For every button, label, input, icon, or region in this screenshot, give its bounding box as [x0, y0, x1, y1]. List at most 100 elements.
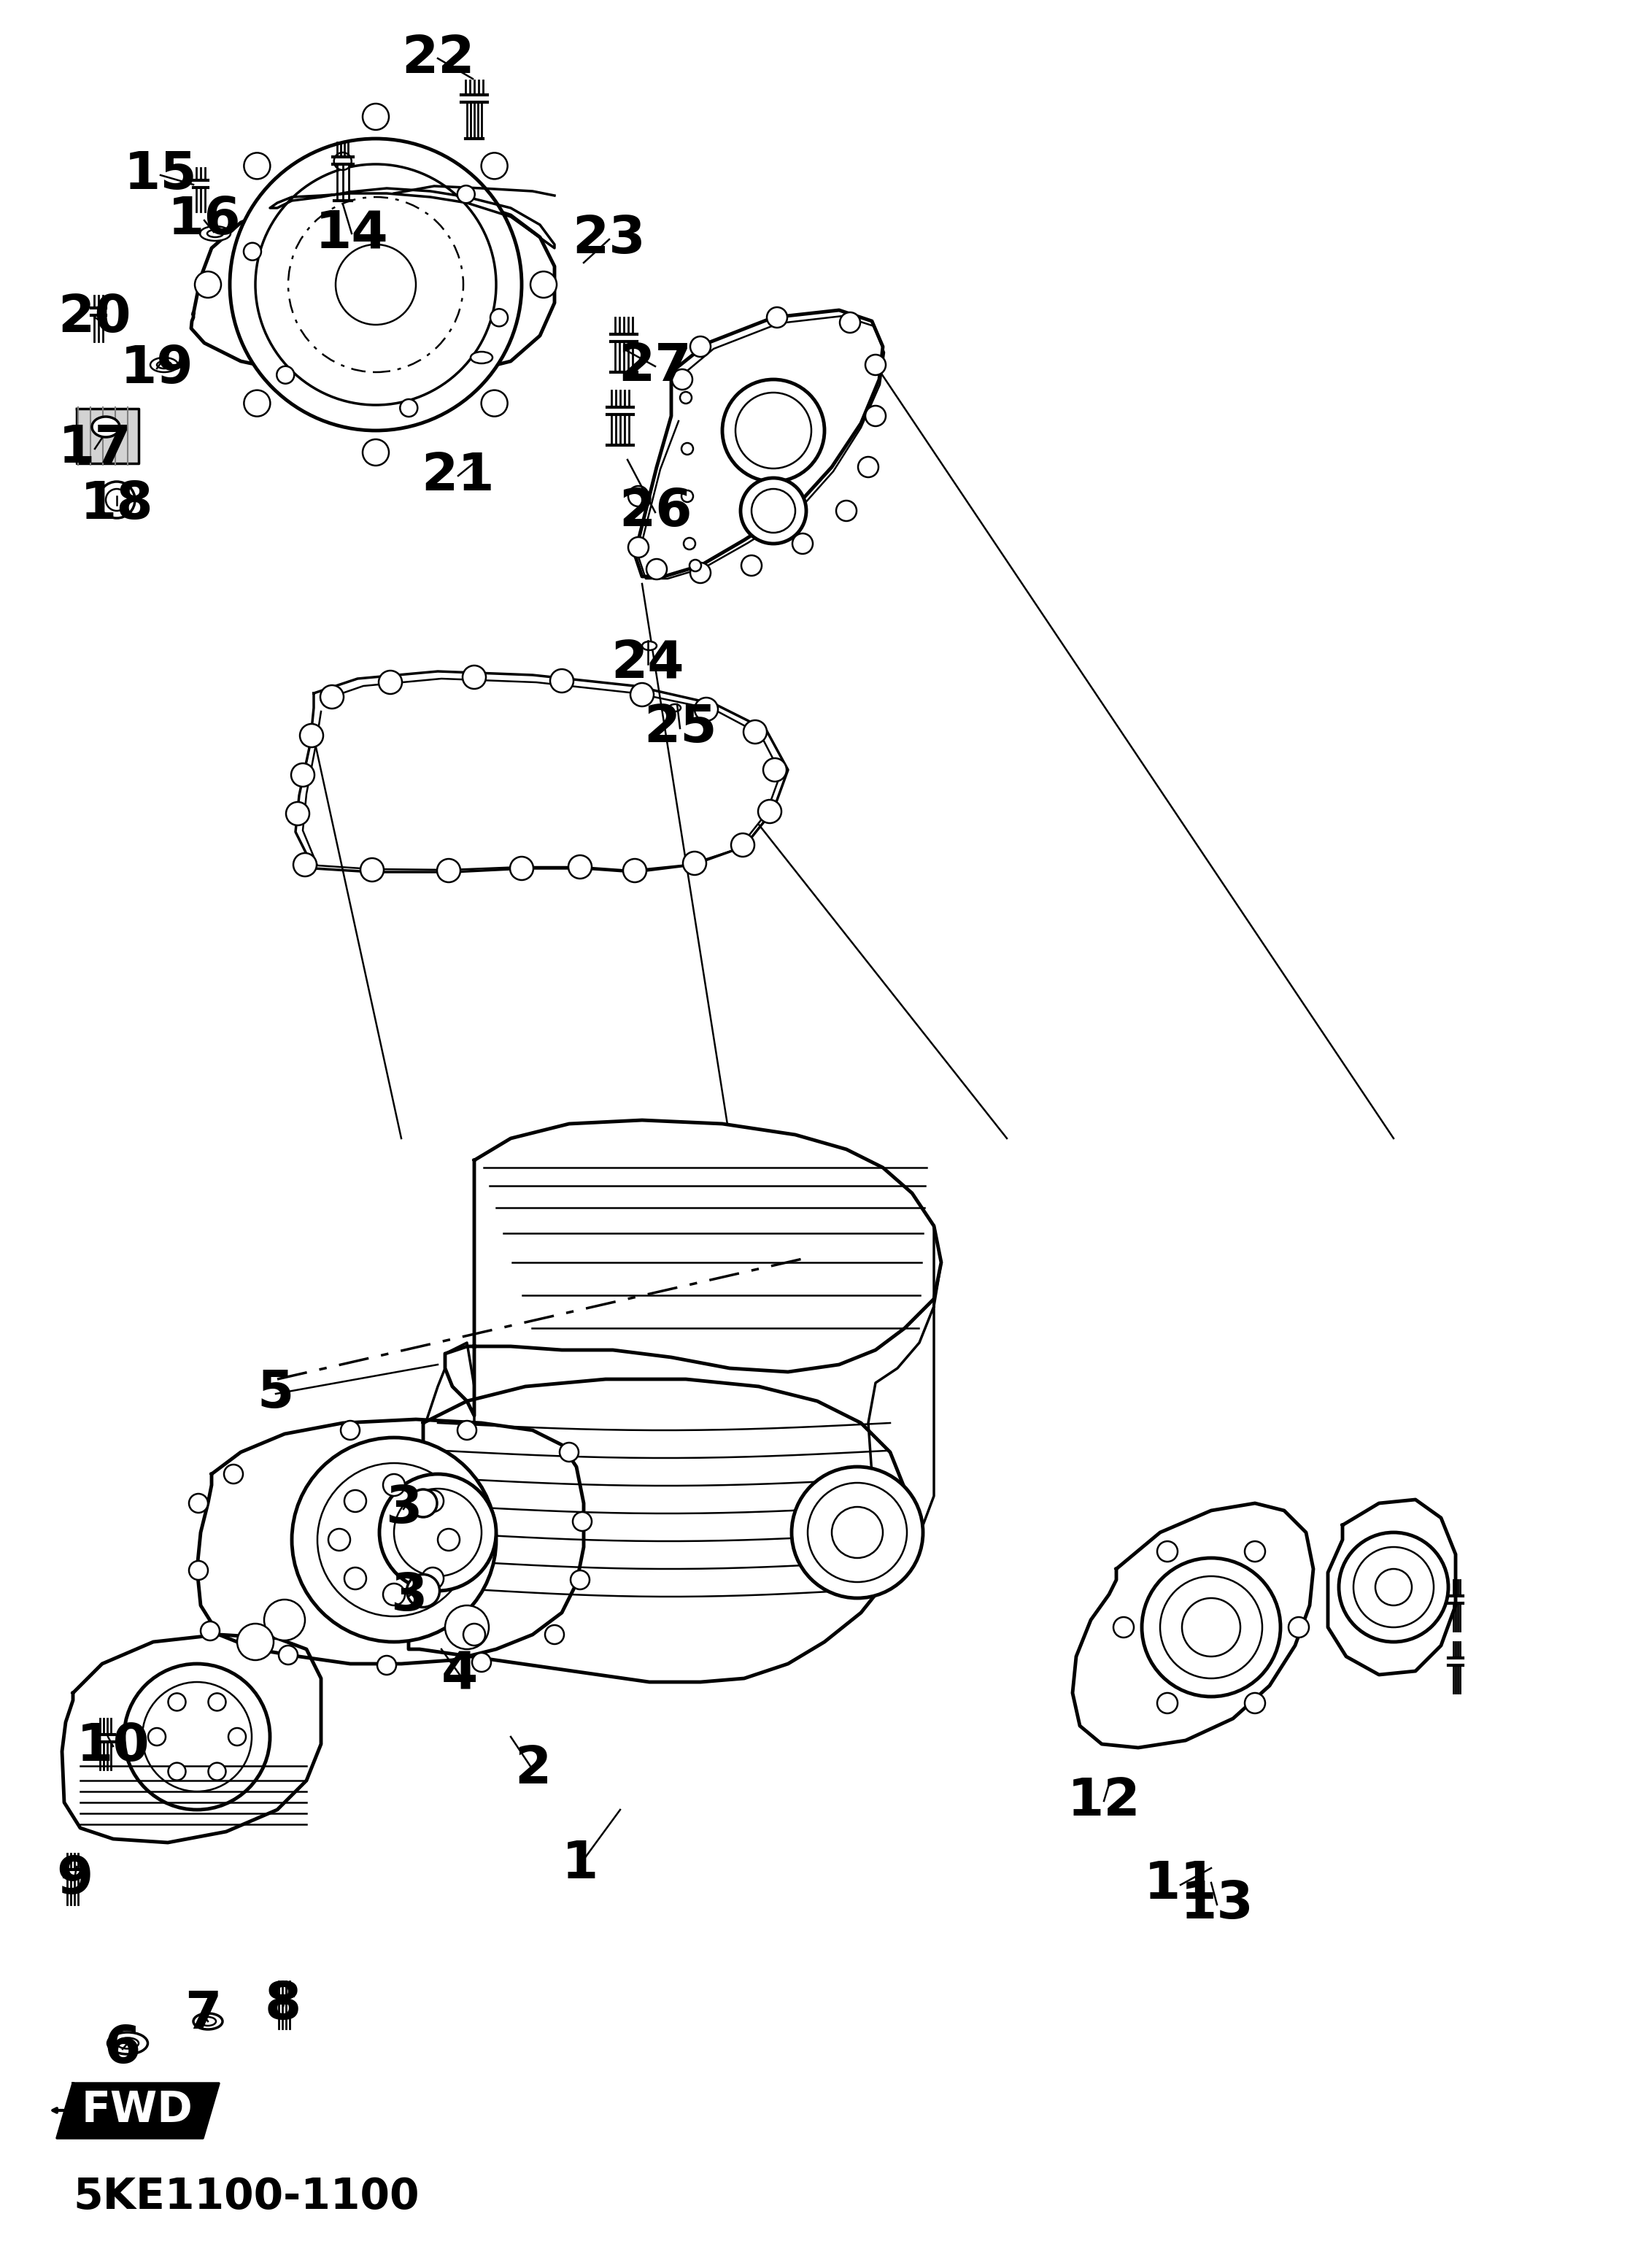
Circle shape — [229, 138, 521, 431]
Circle shape — [629, 538, 649, 558]
Ellipse shape — [92, 417, 120, 438]
Circle shape — [865, 354, 886, 374]
Circle shape — [545, 1626, 563, 1644]
Circle shape — [228, 1728, 246, 1746]
Circle shape — [1245, 1542, 1265, 1563]
Circle shape — [744, 721, 767, 744]
Circle shape — [362, 440, 388, 465]
Ellipse shape — [208, 229, 223, 238]
Circle shape — [573, 1513, 591, 1531]
Ellipse shape — [406, 1574, 439, 1608]
Circle shape — [195, 272, 221, 297]
Circle shape — [793, 533, 812, 553]
Circle shape — [336, 245, 416, 324]
Circle shape — [293, 853, 316, 875]
Circle shape — [462, 665, 486, 689]
Circle shape — [482, 152, 508, 179]
Text: 6: 6 — [105, 2023, 141, 2075]
Circle shape — [362, 104, 388, 129]
Text: 1: 1 — [562, 1839, 598, 1889]
Circle shape — [437, 1529, 460, 1551]
Circle shape — [1338, 1533, 1448, 1642]
Circle shape — [1114, 1617, 1133, 1637]
Polygon shape — [636, 311, 883, 576]
Text: 7: 7 — [185, 1989, 221, 2039]
Text: 20: 20 — [57, 293, 131, 342]
Circle shape — [647, 558, 667, 578]
Circle shape — [208, 1762, 226, 1780]
Circle shape — [1156, 1692, 1178, 1712]
Circle shape — [277, 365, 295, 383]
Text: 11: 11 — [1143, 1860, 1217, 1910]
Text: 26: 26 — [619, 488, 691, 538]
Circle shape — [1289, 1617, 1309, 1637]
Circle shape — [570, 1569, 590, 1590]
Circle shape — [767, 306, 788, 327]
Ellipse shape — [157, 361, 172, 367]
Circle shape — [763, 758, 786, 782]
Circle shape — [472, 1653, 491, 1672]
Text: 25: 25 — [644, 703, 717, 753]
Ellipse shape — [193, 2014, 223, 2030]
Circle shape — [318, 1463, 470, 1617]
Ellipse shape — [200, 227, 231, 240]
Text: 13: 13 — [1181, 1880, 1253, 1930]
Circle shape — [421, 1490, 444, 1513]
Circle shape — [690, 336, 711, 356]
Circle shape — [278, 1647, 298, 1665]
Text: 17: 17 — [57, 424, 131, 474]
Circle shape — [328, 1529, 351, 1551]
Circle shape — [758, 801, 781, 823]
Circle shape — [300, 723, 323, 746]
Circle shape — [832, 1506, 883, 1558]
Circle shape — [360, 857, 383, 882]
Circle shape — [188, 1560, 208, 1581]
Polygon shape — [197, 1420, 583, 1665]
Ellipse shape — [470, 352, 493, 363]
Polygon shape — [62, 1635, 321, 1842]
Polygon shape — [57, 2084, 219, 2139]
Text: 9: 9 — [56, 1853, 93, 1905]
Circle shape — [224, 1465, 242, 1483]
Text: 21: 21 — [421, 451, 495, 501]
Circle shape — [124, 1665, 270, 1810]
Circle shape — [377, 1656, 396, 1674]
Circle shape — [735, 392, 811, 469]
Text: 16: 16 — [167, 195, 241, 245]
Ellipse shape — [200, 2016, 216, 2025]
Circle shape — [464, 1624, 485, 1647]
Circle shape — [147, 1728, 165, 1746]
Circle shape — [690, 560, 701, 572]
Circle shape — [264, 1599, 305, 1640]
Polygon shape — [868, 1227, 942, 1540]
Circle shape — [1183, 1599, 1240, 1656]
Circle shape — [740, 479, 806, 544]
Ellipse shape — [668, 703, 681, 712]
Circle shape — [437, 860, 460, 882]
Ellipse shape — [151, 358, 179, 372]
Circle shape — [244, 390, 270, 417]
Circle shape — [808, 1483, 907, 1583]
Circle shape — [1156, 1542, 1178, 1563]
Circle shape — [683, 538, 695, 549]
Circle shape — [1376, 1569, 1412, 1606]
Circle shape — [672, 370, 693, 390]
Circle shape — [292, 764, 314, 787]
Circle shape — [683, 850, 706, 875]
Ellipse shape — [116, 2037, 139, 2048]
Circle shape — [457, 1420, 477, 1440]
Circle shape — [482, 390, 508, 417]
Circle shape — [550, 669, 573, 692]
Polygon shape — [416, 1343, 475, 1590]
Circle shape — [143, 1683, 252, 1792]
Polygon shape — [295, 671, 788, 871]
Text: 2: 2 — [514, 1744, 550, 1794]
Text: 24: 24 — [611, 640, 685, 689]
Circle shape — [383, 1474, 405, 1497]
Circle shape — [244, 243, 260, 261]
Circle shape — [1353, 1547, 1433, 1628]
Circle shape — [421, 1567, 444, 1590]
Circle shape — [169, 1694, 185, 1710]
Circle shape — [169, 1762, 185, 1780]
Circle shape — [400, 399, 418, 417]
